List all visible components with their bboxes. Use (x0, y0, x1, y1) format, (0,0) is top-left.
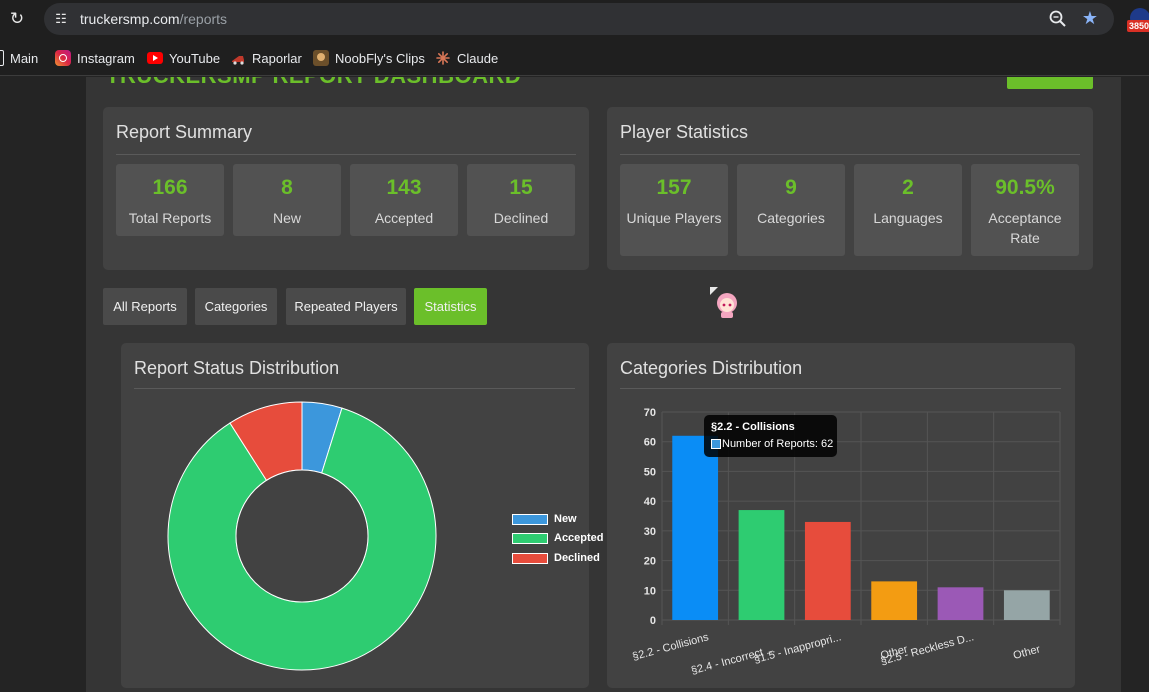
anime-sticker-icon (710, 287, 737, 318)
instagram-icon (55, 50, 71, 66)
report-summary-title: Report Summary (116, 122, 253, 142)
stat-categories: 9 Categories (737, 164, 845, 256)
bookmark-raporlar[interactable]: Raporlar (230, 49, 302, 67)
divider (116, 154, 576, 155)
stat-languages: 2 Languages (854, 164, 962, 256)
chart-tooltip: §2.2 - Collisions Number of Reports: 62 (704, 415, 837, 457)
stat-unique-players: 157 Unique Players (620, 164, 728, 256)
categories-chart-card: Categories Distribution 0 10 20 30 40 50 60 70 §… (607, 343, 1075, 688)
bar[interactable] (937, 587, 984, 620)
divider (134, 388, 575, 389)
y-tick-label: 0 (650, 615, 656, 627)
bookmark-instagram[interactable]: Instagram (55, 49, 135, 67)
y-tick-label: 20 (644, 556, 656, 568)
categories-chart-title: Categories Distribution (620, 358, 803, 378)
bookmarks-bar: Main Instagram YouTube Raporlar NoobFly'… (0, 40, 1149, 76)
bookmark-noobfly[interactable]: NoobFly's Clips (313, 49, 425, 67)
bar[interactable] (804, 521, 851, 620)
bar[interactable] (738, 510, 785, 620)
x-tick-label: Other (1012, 643, 1042, 662)
report-summary-card: Report Summary 166 Total Reports 8 New 1… (103, 107, 589, 270)
page-content: TRUCKERSMP REPORT DASHBOARD Report Summa… (0, 77, 1149, 692)
truck-icon (230, 50, 246, 66)
bar[interactable] (672, 435, 719, 620)
y-tick-label: 70 (644, 407, 656, 419)
folder-icon (0, 50, 4, 66)
zoom-icon[interactable] (1048, 9, 1068, 29)
status-chart-card: Report Status Distribution New Accepted … (121, 343, 604, 688)
x-tick-label: §2.2 - Collisions (631, 631, 710, 663)
claude-icon (435, 50, 451, 66)
youtube-icon (147, 52, 163, 64)
bar[interactable] (871, 581, 918, 620)
site-info-icon[interactable]: ☷ (55, 11, 67, 26)
extension-icon[interactable]: 3850 (1127, 8, 1149, 34)
bookmark-star-icon[interactable]: ★ (1081, 8, 1099, 28)
y-tick-label: 10 (644, 585, 656, 597)
avatar-icon (313, 50, 329, 66)
status-donut-chart (167, 401, 437, 671)
dashboard-container: TRUCKERSMP REPORT DASHBOARD Report Summa… (86, 77, 1121, 692)
y-tick-label: 40 (644, 496, 656, 508)
bookmark-youtube[interactable]: YouTube (147, 49, 220, 67)
stat-acceptance-rate: 90.5% Acceptance Rate (971, 164, 1079, 256)
bookmark-claude[interactable]: Claude (435, 49, 498, 67)
stat-accepted: 143 Accepted (350, 164, 458, 236)
address-bar[interactable]: ☷ truckersmp.com/reports ★ (44, 3, 1114, 35)
tab-all-reports[interactable]: All Reports (103, 288, 187, 325)
bookmark-main[interactable]: Main (0, 49, 38, 67)
status-chart-title: Report Status Distribution (134, 358, 340, 378)
y-tick-label: 60 (644, 437, 656, 449)
stat-new: 8 New (233, 164, 341, 236)
player-statistics-card: Player Statistics 157 Unique Players 9 C… (607, 107, 1093, 270)
tab-statistics[interactable]: Statistics (414, 288, 487, 325)
stat-total-reports: 166 Total Reports (116, 164, 224, 236)
donut-hole (235, 469, 369, 603)
reload-icon[interactable]: ↻ (9, 9, 25, 28)
url-text[interactable]: truckersmp.com/reports (80, 11, 228, 27)
y-tick-label: 30 (644, 526, 656, 538)
y-tick-label: 50 (644, 466, 656, 478)
stat-declined: 15 Declined (467, 164, 575, 236)
browser-toolbar: ↻ ☷ truckersmp.com/reports ★ 3850 (0, 0, 1149, 40)
divider (620, 154, 1080, 155)
header-action-button[interactable] (1007, 77, 1093, 89)
tab-repeated-players[interactable]: Repeated Players (286, 288, 406, 325)
bar[interactable] (1003, 590, 1050, 620)
divider (620, 388, 1061, 389)
tab-categories[interactable]: Categories (195, 288, 277, 325)
dashboard-title: TRUCKERSMP REPORT DASHBOARD (106, 77, 521, 89)
player-statistics-title: Player Statistics (620, 122, 749, 142)
extension-badge-count: 3850 (1127, 20, 1149, 32)
